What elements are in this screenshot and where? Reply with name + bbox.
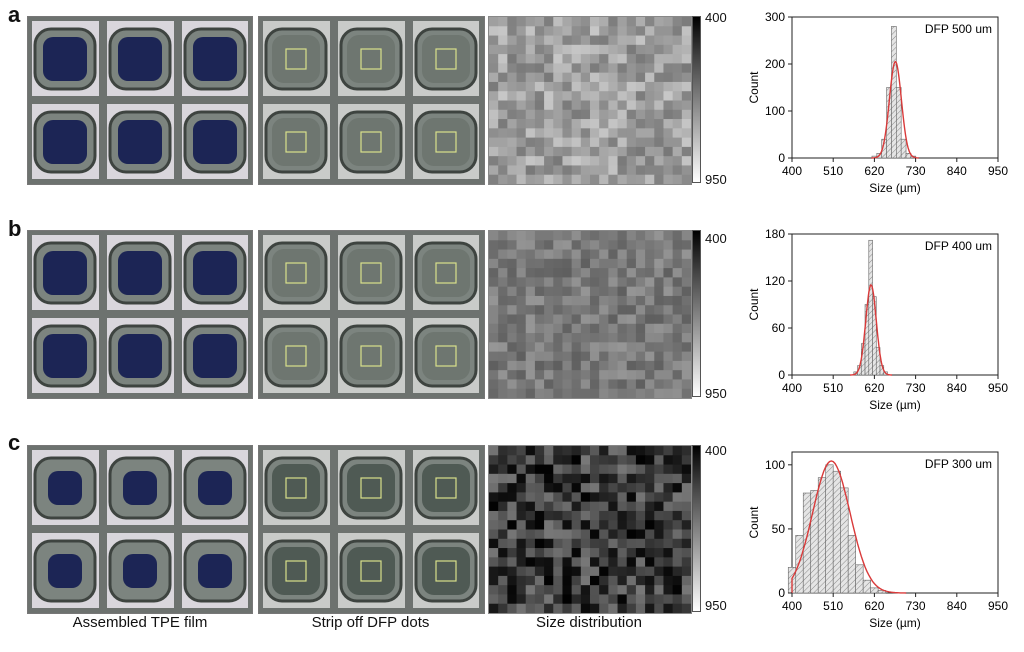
y-tick-label: 50	[772, 522, 786, 536]
hist-bar	[825, 464, 834, 594]
x-tick-label: 840	[947, 381, 967, 395]
hist-bar	[900, 138, 907, 159]
photo-assembled-a	[24, 13, 256, 187]
x-tick-label: 840	[947, 599, 967, 613]
hist-bar	[875, 347, 881, 376]
size-heatmap-c	[488, 445, 692, 614]
colorbar-c	[692, 445, 701, 612]
photo-strip-c	[255, 442, 487, 616]
histogram-c: 400 510 620 730 840 950 0 50 100 Size (µm) Count DF…	[747, 451, 1008, 630]
histogram-b: 400 510 620 730 840 950 0 60 120 180 Size (µm) Coun…	[747, 227, 1008, 412]
photo-strip-a	[255, 13, 487, 187]
y-tick-label: 60	[772, 321, 786, 335]
y-axis-label: Count	[747, 506, 761, 539]
x-tick-label: 950	[988, 164, 1008, 178]
histogram-a: 400 510 620 730 840 950 0 100 200 300 Size (µm) Cou…	[747, 10, 1008, 195]
colorbar-b-bottom-label: 950	[705, 386, 727, 401]
hist-bar	[817, 477, 827, 594]
y-tick-label: 120	[765, 274, 785, 288]
x-axis-label: Size (µm)	[869, 181, 921, 195]
x-tick-label: 620	[864, 599, 884, 613]
hist-bar	[847, 535, 856, 594]
x-tick-label: 400	[782, 599, 802, 613]
y-axis-label: Count	[747, 71, 761, 104]
caption-size-distribution: Size distribution	[536, 614, 642, 631]
panel-letter-c: c	[8, 430, 21, 455]
hist-bar	[891, 26, 897, 159]
x-tick-label: 730	[906, 381, 926, 395]
colorbar-a-top-label: 400	[705, 10, 727, 25]
hist-bar	[862, 579, 871, 594]
caption-strip-off-dfp-dots: Strip off DFP dots	[311, 614, 430, 631]
y-tick-label: 100	[765, 104, 785, 118]
y-tick-label: 0	[778, 586, 785, 600]
hist-bar	[870, 587, 879, 594]
x-tick-label: 400	[782, 381, 802, 395]
gaussian-fit-line	[791, 460, 907, 594]
hist-bar	[896, 87, 902, 159]
x-tick-label: 730	[906, 164, 926, 178]
photo-strip-b	[255, 227, 487, 401]
x-axis-label: Size (µm)	[869, 398, 921, 412]
panel-letter-b: b	[8, 216, 22, 241]
x-tick-label: 620	[864, 381, 884, 395]
panel-letter-a: a	[8, 2, 21, 27]
y-axis-label: Count	[747, 288, 761, 321]
colorbar-a-bottom-label: 950	[705, 172, 727, 187]
colorbar-c-top-label: 400	[705, 443, 727, 458]
hist-bar	[832, 470, 841, 594]
size-heatmap-a	[488, 16, 692, 185]
hist-bar	[855, 564, 864, 594]
colorbar-a	[692, 16, 701, 183]
colorbar-b	[692, 230, 701, 397]
x-tick-label: 730	[906, 599, 926, 613]
hist-bar	[795, 535, 804, 594]
hist-bar	[868, 239, 873, 376]
x-tick-label: 620	[864, 164, 884, 178]
x-tick-label: 510	[823, 381, 843, 395]
y-tick-label: 300	[765, 10, 785, 24]
dfp-size-label: DFP 300 um	[925, 457, 992, 471]
colorbar-c-bottom-label: 950	[705, 598, 727, 613]
caption-assembled-tpe-film: Assembled TPE film	[72, 614, 208, 631]
colorbar-b-top-label: 400	[705, 231, 727, 246]
y-tick-label: 180	[765, 227, 785, 241]
size-heatmap-b	[488, 230, 692, 399]
x-axis-label: Size (µm)	[869, 616, 921, 630]
x-tick-label: 840	[947, 164, 967, 178]
x-tick-label: 950	[988, 599, 1008, 613]
y-tick-label: 0	[778, 368, 785, 382]
x-tick-label: 510	[823, 164, 843, 178]
hist-bar	[802, 492, 812, 594]
gaussian-fit-line	[871, 60, 919, 159]
x-tick-label: 510	[823, 599, 843, 613]
x-tick-label: 400	[782, 164, 802, 178]
y-tick-label: 0	[778, 151, 785, 165]
x-tick-label: 950	[988, 381, 1008, 395]
y-tick-label: 100	[765, 458, 785, 472]
photo-assembled-c	[24, 442, 256, 616]
dfp-size-label: DFP 500 um	[925, 22, 992, 36]
dfp-size-label: DFP 400 um	[925, 239, 992, 253]
photo-assembled-b	[24, 227, 256, 401]
y-tick-label: 200	[765, 57, 785, 71]
gaussian-fit-line	[850, 283, 892, 376]
hist-bar	[840, 487, 849, 594]
